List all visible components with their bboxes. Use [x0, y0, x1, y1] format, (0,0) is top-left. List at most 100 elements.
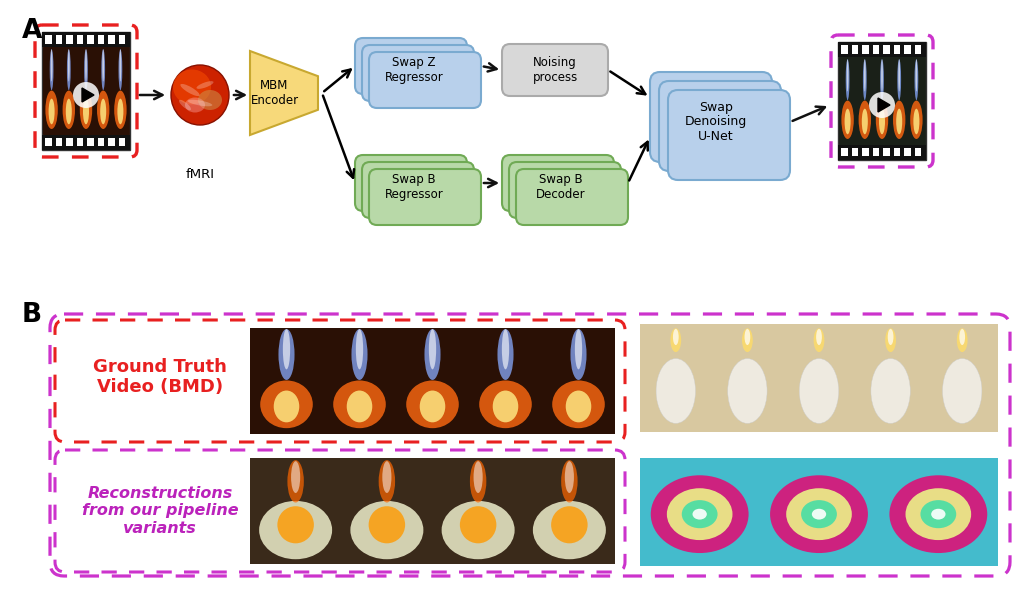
Ellipse shape	[728, 359, 767, 423]
Bar	[87, 138, 94, 147]
Text: Swap B
Regressor: Swap B Regressor	[385, 173, 443, 201]
Ellipse shape	[896, 109, 902, 134]
Circle shape	[73, 82, 99, 108]
Ellipse shape	[62, 91, 75, 129]
Ellipse shape	[102, 49, 104, 82]
Bar	[55, 35, 62, 44]
Ellipse shape	[921, 500, 956, 528]
Ellipse shape	[67, 49, 71, 90]
Ellipse shape	[910, 101, 923, 139]
Ellipse shape	[864, 59, 865, 92]
Ellipse shape	[812, 509, 826, 519]
Ellipse shape	[85, 49, 87, 82]
Ellipse shape	[350, 501, 423, 559]
Polygon shape	[878, 98, 890, 112]
Bar	[250, 458, 615, 564]
Ellipse shape	[45, 91, 57, 129]
Ellipse shape	[278, 506, 314, 543]
Bar	[640, 324, 998, 432]
Bar	[841, 148, 848, 157]
FancyBboxPatch shape	[362, 45, 474, 101]
Ellipse shape	[420, 391, 445, 422]
Bar	[109, 138, 115, 147]
Ellipse shape	[846, 59, 850, 100]
Ellipse shape	[770, 475, 868, 553]
Ellipse shape	[180, 84, 200, 96]
Ellipse shape	[845, 109, 851, 134]
Ellipse shape	[667, 488, 732, 540]
Ellipse shape	[742, 328, 753, 352]
Bar	[883, 148, 890, 157]
Polygon shape	[250, 51, 318, 135]
Ellipse shape	[847, 59, 849, 92]
Ellipse shape	[692, 509, 707, 519]
Ellipse shape	[959, 329, 965, 345]
Ellipse shape	[744, 329, 751, 345]
Bar	[838, 42, 926, 160]
Ellipse shape	[288, 460, 304, 502]
Ellipse shape	[333, 380, 386, 428]
Ellipse shape	[100, 99, 106, 124]
Ellipse shape	[351, 329, 368, 380]
Ellipse shape	[656, 359, 695, 423]
Bar	[862, 45, 869, 54]
Bar	[55, 138, 62, 147]
Bar	[894, 45, 900, 54]
Bar	[838, 42, 926, 57]
Ellipse shape	[120, 49, 121, 82]
Bar	[67, 138, 73, 147]
FancyBboxPatch shape	[668, 90, 790, 180]
FancyBboxPatch shape	[502, 44, 608, 96]
Bar	[250, 328, 615, 434]
FancyBboxPatch shape	[516, 169, 628, 225]
Ellipse shape	[379, 460, 395, 502]
Ellipse shape	[84, 49, 88, 90]
Ellipse shape	[890, 475, 987, 553]
Ellipse shape	[356, 329, 364, 369]
Ellipse shape	[888, 329, 894, 345]
Ellipse shape	[570, 329, 587, 380]
Ellipse shape	[179, 100, 190, 110]
Ellipse shape	[425, 329, 440, 380]
Ellipse shape	[80, 91, 92, 129]
Text: A: A	[22, 18, 42, 44]
Ellipse shape	[473, 461, 482, 493]
Text: Swap
Denoising
U-Net: Swap Denoising U-Net	[685, 101, 748, 144]
Ellipse shape	[347, 391, 373, 422]
Ellipse shape	[673, 329, 679, 345]
Ellipse shape	[470, 460, 486, 502]
Text: Swap B
Decoder: Swap B Decoder	[537, 173, 586, 201]
FancyBboxPatch shape	[369, 169, 481, 225]
Ellipse shape	[115, 91, 127, 129]
Bar	[42, 135, 130, 150]
Ellipse shape	[801, 500, 837, 528]
Circle shape	[869, 92, 895, 118]
Ellipse shape	[118, 99, 124, 124]
Bar	[67, 35, 73, 44]
FancyBboxPatch shape	[502, 155, 614, 211]
Bar	[109, 35, 115, 44]
Ellipse shape	[650, 475, 749, 553]
Ellipse shape	[682, 500, 718, 528]
Bar	[97, 138, 104, 147]
Ellipse shape	[913, 109, 920, 134]
Ellipse shape	[842, 101, 854, 139]
Ellipse shape	[898, 59, 900, 92]
Bar	[42, 32, 130, 47]
Ellipse shape	[814, 328, 824, 352]
Bar	[914, 148, 922, 157]
Ellipse shape	[502, 329, 509, 369]
Ellipse shape	[283, 329, 290, 369]
Ellipse shape	[83, 99, 89, 124]
Bar	[45, 138, 52, 147]
Ellipse shape	[905, 488, 971, 540]
FancyBboxPatch shape	[362, 162, 474, 218]
Bar	[894, 148, 900, 157]
Bar	[872, 45, 880, 54]
Ellipse shape	[552, 380, 605, 428]
Bar	[640, 458, 998, 566]
Ellipse shape	[870, 359, 910, 423]
Bar	[77, 138, 83, 147]
Ellipse shape	[273, 391, 299, 422]
FancyBboxPatch shape	[369, 52, 481, 108]
